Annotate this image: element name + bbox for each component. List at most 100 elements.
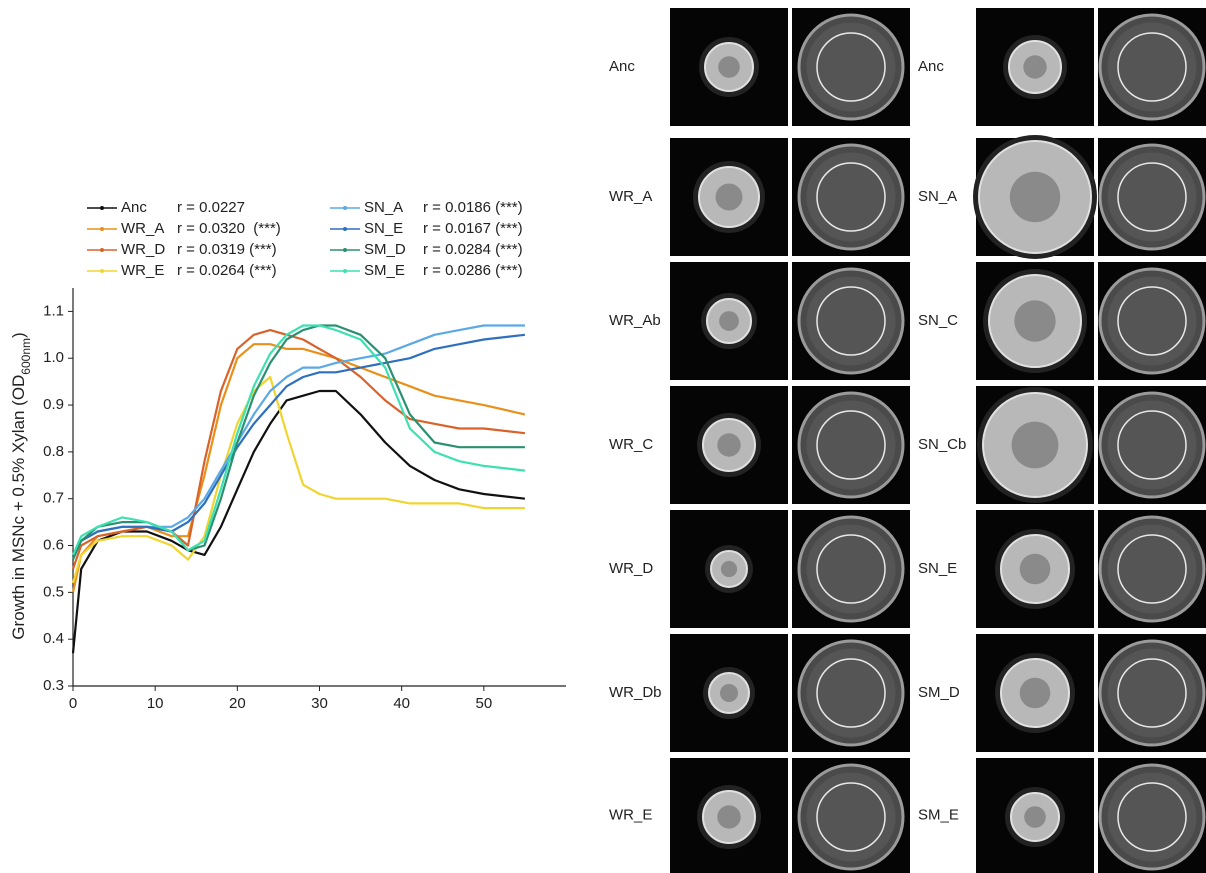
- plate-inner: [806, 22, 896, 112]
- colony-center: [720, 560, 738, 578]
- plate-ring: [1117, 782, 1187, 852]
- y-tick-label: 0.9: [43, 396, 64, 413]
- x-tick-label: 0: [69, 695, 77, 712]
- y-tick-label: 1.1: [43, 302, 64, 319]
- panel-label: SN_Cb: [918, 436, 966, 453]
- colony-center: [1024, 806, 1046, 828]
- colony-center: [717, 805, 741, 829]
- plate-inner: [806, 648, 896, 738]
- y-tick-label: 0.5: [43, 583, 64, 600]
- legend-annotation: r = 0.0284 (***): [423, 241, 523, 258]
- panel-label: WR_C: [609, 436, 653, 453]
- colony-center: [717, 433, 741, 457]
- plate-inner: [806, 400, 896, 490]
- y-tick-label: 0.3: [43, 677, 64, 694]
- plate-inner: [1107, 772, 1197, 862]
- colony-center: [1019, 553, 1051, 585]
- legend-label: SN_A: [364, 199, 403, 216]
- y-label-suffix: ): [9, 332, 28, 338]
- legend-marker: [343, 248, 347, 252]
- colony-center: [1019, 677, 1051, 709]
- plate-inner: [1107, 276, 1197, 366]
- legend-label: WR_D: [121, 241, 165, 258]
- y-tick-label: 0.6: [43, 536, 64, 553]
- plate-inner: [806, 772, 896, 862]
- legend-marker: [343, 227, 347, 231]
- panel-label: SM_E: [918, 806, 959, 823]
- legend-label: SM_E: [364, 262, 405, 279]
- legend-annotation: r = 0.0286 (***): [423, 262, 523, 279]
- panel-label: WR_D: [609, 560, 653, 577]
- legend-marker: [100, 269, 104, 273]
- plate-ring: [816, 534, 886, 604]
- plate-inner: [806, 152, 896, 242]
- plate-ring: [816, 658, 886, 728]
- x-tick-label: 50: [475, 695, 492, 712]
- plate-ring: [816, 782, 886, 852]
- plate-ring: [816, 286, 886, 356]
- plate-inner: [1107, 22, 1197, 112]
- colony-center: [1011, 421, 1059, 469]
- plate-inner: [1107, 152, 1197, 242]
- panel-label: SN_E: [918, 560, 957, 577]
- plate-ring: [1117, 410, 1187, 480]
- legend-label: Anc: [121, 199, 147, 216]
- y-tick-label: 1.0: [43, 349, 64, 366]
- y-label-text: Growth in MSNc + 0.5% Xylan (OD: [9, 375, 28, 640]
- plate-inner: [806, 276, 896, 366]
- plate-ring: [1117, 658, 1187, 728]
- y-tick-label: 0.7: [43, 490, 64, 507]
- legend-label: WR_E: [121, 262, 164, 279]
- panel-label: SN_A: [918, 188, 957, 205]
- x-tick-label: 40: [393, 695, 410, 712]
- plate-ring: [1117, 32, 1187, 102]
- colony-center: [1009, 171, 1061, 223]
- legend-marker: [343, 269, 347, 273]
- colony-center: [1014, 300, 1056, 342]
- y-tick-label: 0.8: [43, 443, 64, 460]
- legend-annotation: r = 0.0320 (***): [177, 220, 281, 237]
- panel-label: WR_Db: [609, 684, 662, 701]
- legend-marker: [343, 206, 347, 210]
- colony-center: [715, 183, 743, 211]
- series-line: [71, 375, 525, 584]
- legend-annotation: r = 0.0227: [177, 199, 245, 216]
- y-label-subscript: 600nm: [19, 338, 33, 375]
- panel-label: SM_D: [918, 684, 960, 701]
- panel-label: Anc: [918, 58, 944, 75]
- panel-label: WR_Ab: [609, 312, 661, 329]
- series-line: [71, 329, 526, 570]
- colony-center: [719, 311, 739, 331]
- plate-inner: [1107, 400, 1197, 490]
- plate-ring: [1117, 162, 1187, 232]
- plate-ring: [816, 162, 886, 232]
- colony-center: [718, 56, 740, 78]
- plate-inner: [806, 524, 896, 614]
- plate-inner: [1107, 524, 1197, 614]
- series-line: [71, 389, 526, 654]
- x-tick-label: 20: [229, 695, 246, 712]
- plate-ring: [816, 410, 886, 480]
- legend-label: SN_E: [364, 220, 403, 237]
- panel-label: WR_A: [609, 188, 652, 205]
- panel-label: WR_E: [609, 806, 652, 823]
- panel-label: SN_C: [918, 312, 958, 329]
- series-line: [72, 333, 526, 556]
- x-tick-label: 30: [311, 695, 328, 712]
- plate-ring: [1117, 534, 1187, 604]
- legend-label: SM_D: [364, 241, 406, 258]
- colony-center: [1023, 55, 1047, 79]
- x-tick-label: 10: [147, 695, 164, 712]
- colony-center: [720, 684, 738, 702]
- plate-ring: [1117, 286, 1187, 356]
- y-axis-label: Growth in MSNc + 0.5% Xylan (OD600nm): [9, 332, 33, 639]
- y-tick-label: 0.4: [43, 630, 64, 647]
- legend-annotation: r = 0.0186 (***): [423, 199, 523, 216]
- panel-label: Anc: [609, 58, 635, 75]
- legend-annotation: r = 0.0319 (***): [177, 241, 277, 258]
- series-line: [71, 324, 525, 561]
- legend-annotation: r = 0.0167 (***): [423, 220, 523, 237]
- plate-inner: [1107, 648, 1197, 738]
- plate-ring: [816, 32, 886, 102]
